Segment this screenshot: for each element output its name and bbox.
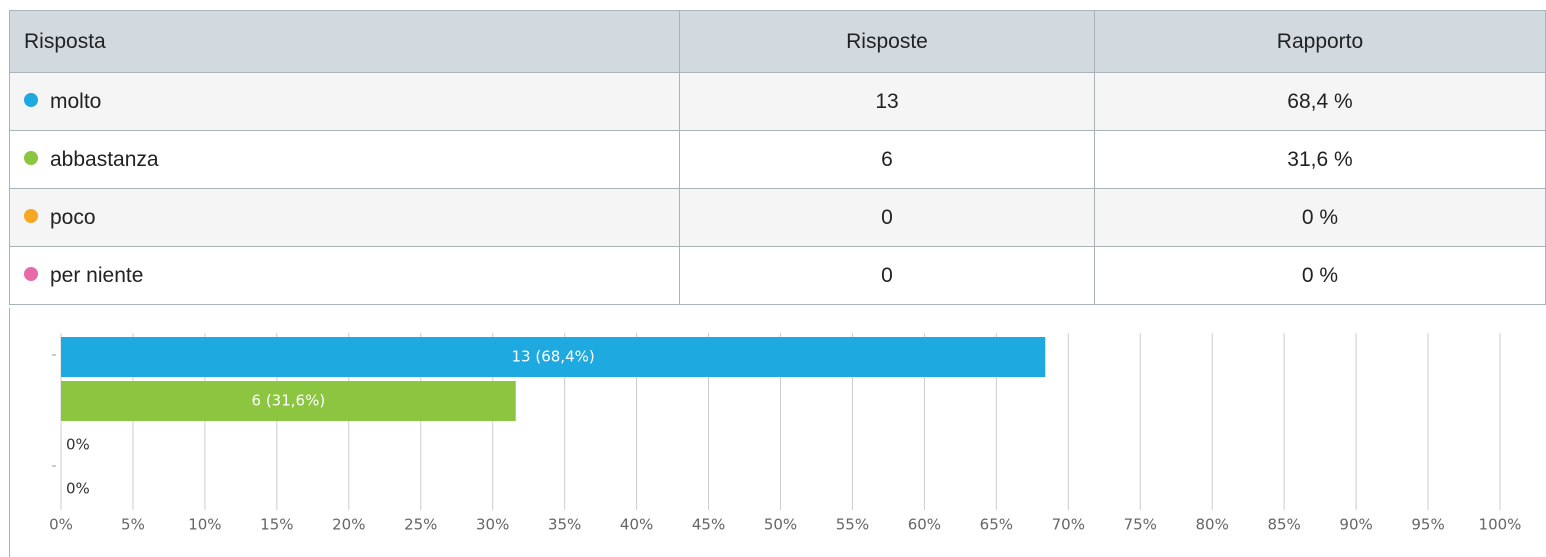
x-tick-label: 35% <box>548 516 581 534</box>
results-table: Risposta Risposte Rapporto molto 13 68,4 %… <box>9 10 1546 305</box>
bar <box>61 381 516 421</box>
value-label: 0% <box>66 480 90 498</box>
table-cell: 31,6 % <box>1094 130 1546 189</box>
cell-text: 0 % <box>1301 263 1339 287</box>
table-row: per niente 0 0 % <box>9 246 1546 305</box>
table-cell: 0 % <box>1094 246 1546 305</box>
table-row: abbastanza 6 31,6 % <box>9 130 1546 189</box>
x-tick-label: 85% <box>1267 516 1300 534</box>
x-tick-label: 0% <box>49 516 73 534</box>
table-cell: poco <box>9 188 680 247</box>
cell-text: 6 <box>881 147 893 171</box>
header-cell: Rapporto <box>1094 10 1546 73</box>
x-tick-label: 65% <box>980 516 1013 534</box>
x-tick-label: 5% <box>121 516 145 534</box>
cell-text: 0 <box>881 205 893 229</box>
header-cell: Risposta <box>9 10 680 73</box>
table-cell: per niente <box>9 246 680 305</box>
color-dot <box>24 266 38 281</box>
x-tick-label: 75% <box>1124 516 1157 534</box>
table-cell: abbastanza <box>9 130 680 189</box>
cell-text: 31,6 % <box>1287 147 1353 171</box>
x-tick-label: 80% <box>1196 516 1229 534</box>
table-cell: molto <box>9 72 680 131</box>
value-label: 13 (68,4%) <box>512 348 595 366</box>
header-cell: Risposte <box>679 10 1095 73</box>
table-cell: 6 <box>679 130 1095 189</box>
x-tick-label: 10% <box>188 516 221 534</box>
x-tick-label: 45% <box>692 516 725 534</box>
x-tick-label: 20% <box>332 516 365 534</box>
header-row: Risposta Risposte Rapporto <box>9 10 1546 73</box>
x-tick-label: 25% <box>404 516 437 534</box>
table-cell: 0 <box>679 246 1095 305</box>
cell-text: 13 <box>875 89 899 113</box>
x-tick-label: 100% <box>1479 516 1522 534</box>
table-cell: 0 % <box>1094 188 1546 247</box>
color-dot <box>24 150 38 165</box>
table-cell: 13 <box>679 72 1095 131</box>
x-tick-label: 30% <box>476 516 509 534</box>
table-cell: 0 <box>679 188 1095 247</box>
x-tick-label: 70% <box>1052 516 1085 534</box>
x-tick-label: 60% <box>908 516 941 534</box>
cell-text: molto <box>50 89 102 113</box>
x-tick-label: 15% <box>260 516 293 534</box>
cell-text: 68,4 % <box>1287 89 1353 113</box>
x-tick-label: 90% <box>1339 516 1372 534</box>
table-body: molto 13 68,4 % abbastanza 6 31,6 % poco 0 0 % pe… <box>9 72 1546 305</box>
x-tick-label: 50% <box>764 516 797 534</box>
cell-text: 0 % <box>1301 205 1339 229</box>
bar <box>61 337 1046 377</box>
cell-text: poco <box>50 205 96 229</box>
table-cell: 68,4 % <box>1094 72 1546 131</box>
table-row: poco 0 0 % <box>9 188 1546 247</box>
chart: 0% 5% 10% 15% 20% 25% 30% 35% 40% 45% 50% 55% 60% 65%… <box>9 308 1522 557</box>
value-label: 6 (31,6%) <box>252 392 326 410</box>
value-label: 0% <box>66 436 90 454</box>
cell-text: 0 <box>881 263 893 287</box>
color-dot <box>24 92 38 107</box>
cell-text: per niente <box>50 263 144 287</box>
x-tick-label: 40% <box>620 516 653 534</box>
x-tick-label: 55% <box>836 516 869 534</box>
cell-text: abbastanza <box>50 147 159 171</box>
color-dot <box>24 208 38 223</box>
table-row: molto 13 68,4 % <box>9 72 1546 131</box>
x-tick-label: 95% <box>1411 516 1444 534</box>
